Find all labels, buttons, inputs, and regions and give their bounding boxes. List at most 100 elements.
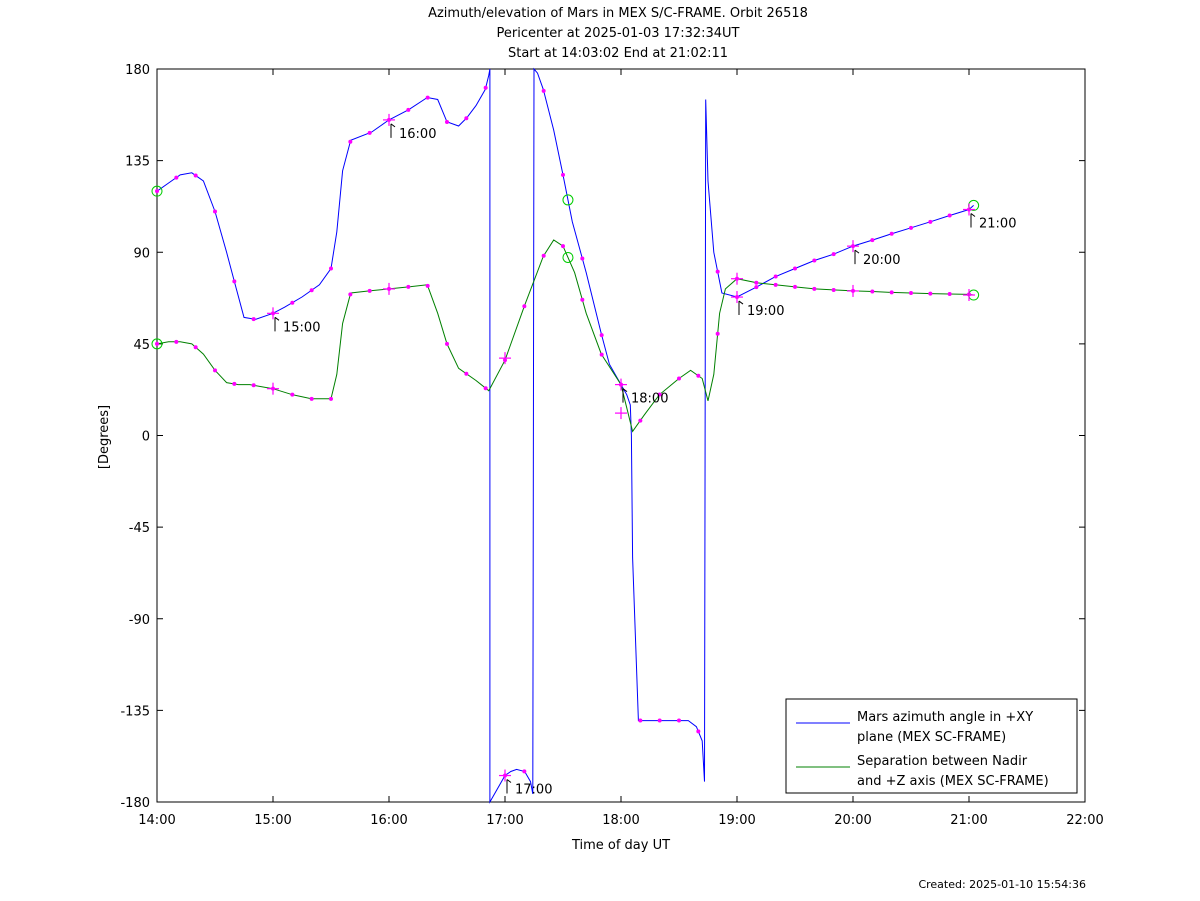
hour-annotation-label: 20:00 [863, 253, 900, 268]
sample-dot-azimuth [251, 317, 256, 322]
chart-title: Azimuth/elevation of Mars in MEX S/C-FRA… [428, 6, 808, 21]
sample-dot-separation [213, 368, 217, 373]
sample-dot-azimuth [754, 285, 759, 290]
sample-dot-azimuth [445, 119, 449, 124]
legend-label-azimuth-line2: plane (MEX SC-FRAME) [857, 730, 1006, 745]
sample-dot-azimuth [367, 130, 372, 135]
sample-dot-separation [367, 288, 372, 293]
legend-box [785, 698, 1078, 794]
created-timestamp: Created: 2025-01-10 15:54:36 [918, 878, 1086, 891]
sample-dot-separation [754, 280, 759, 285]
axis-ticks: 14:00 15:00 16:00 17:00 18:00 19:00 20:00 21:00… [120, 63, 1103, 828]
sample-dot-azimuth [425, 95, 430, 100]
chart-subtitle-pericenter: Pericenter at 2025-01-03 17:32:34UT [496, 26, 739, 41]
y-tick-label: -180 [120, 796, 150, 811]
sample-dot-separation [677, 376, 681, 381]
x-tick-label: 21:00 [950, 813, 987, 828]
sample-dot-separation [561, 244, 565, 249]
x-tick-label: 15:00 [254, 813, 291, 828]
sample-dot-azimuth [290, 300, 295, 305]
sample-dot-azimuth [232, 279, 237, 284]
sample-dot-azimuth [696, 729, 701, 734]
legend-label-separation-line2: and +Z axis (MEX SC-FRAME) [857, 774, 1049, 789]
hour-annotation-label: 17:00 [515, 783, 552, 798]
y-axis-label: [Degrees] [97, 405, 112, 469]
series-line-azimuth [156, 67, 974, 804]
sample-dot-azimuth [213, 209, 217, 214]
sample-dot-separation [696, 373, 701, 378]
sample-dot-separation [657, 392, 662, 397]
sample-dot-azimuth [831, 252, 836, 257]
hour-annotation-pointer [854, 249, 860, 254]
sample-dot-separation [793, 284, 797, 289]
hour-annotation-pointer [970, 213, 976, 217]
sample-dot-azimuth [580, 256, 585, 261]
sample-dot-separation [251, 383, 256, 388]
sample-dot-separation [445, 341, 449, 346]
series-layer [156, 67, 974, 804]
pericenter-circle-azimuth [562, 194, 574, 206]
sample-dot-separation [773, 282, 778, 287]
sample-dot-azimuth [715, 269, 720, 274]
sample-dot-azimuth [889, 231, 894, 236]
x-axis-label: Time of day UT [571, 838, 670, 853]
sample-dot-separation [464, 371, 469, 376]
sample-dot-separation [812, 286, 817, 291]
sample-dot-azimuth [812, 258, 817, 263]
sample-dot-separation [290, 392, 295, 397]
sample-dot-separation [309, 396, 314, 401]
x-tick-label: 16:00 [370, 813, 407, 828]
sample-dot-azimuth [309, 288, 314, 293]
sample-dot-azimuth [773, 274, 778, 279]
sample-dot-azimuth [909, 225, 913, 230]
hour-annotation-pointer [506, 779, 512, 783]
legend: Mars azimuth angle in +XY plane (MEX SC-… [785, 698, 1078, 794]
start-circle-azimuth [151, 185, 163, 197]
legend-label-azimuth-line1: Mars azimuth angle in +XY [857, 710, 1033, 725]
hour-annotation-label: 15:00 [283, 320, 320, 335]
marker-layer: 15:00 16:00 17:00 18:00 19:00 20:00 21:00 [151, 85, 1016, 798]
sample-dot-azimuth [947, 213, 952, 218]
x-tick-label: 22:00 [1066, 813, 1103, 828]
sample-dot-azimuth [464, 116, 469, 121]
sample-dot-azimuth [174, 175, 179, 180]
sample-dot-separation [329, 396, 333, 401]
y-tick-label: -45 [129, 521, 150, 536]
sample-dot-separation [580, 297, 585, 302]
sample-dot-separation [831, 287, 836, 292]
sample-dot-separation [928, 291, 933, 296]
sample-dot-azimuth [522, 769, 527, 774]
sample-dot-separation [425, 283, 430, 288]
hour-annotation-pointer [622, 388, 628, 392]
x-tick-label: 14:00 [138, 813, 175, 828]
sample-dot-separation [870, 289, 875, 294]
sample-dot-azimuth [638, 718, 643, 723]
y-tick-label: 90 [133, 246, 150, 261]
sample-dot-separation [348, 292, 353, 297]
sample-dot-azimuth [193, 173, 198, 178]
y-tick-label: 0 [142, 430, 150, 445]
sample-dot-separation [715, 331, 720, 336]
sample-dot-azimuth [483, 85, 488, 90]
sample-dot-separation [193, 345, 198, 350]
sample-dot-separation [522, 304, 527, 309]
start-circle-separation [151, 338, 163, 350]
sample-dot-azimuth [793, 266, 797, 271]
x-tick-label: 17:00 [486, 813, 523, 828]
sample-dot-separation [483, 386, 488, 391]
x-tick-label: 19:00 [718, 813, 755, 828]
sample-dot-separation [541, 253, 546, 258]
sample-dot-separation [155, 341, 159, 346]
sample-dot-azimuth [657, 718, 662, 723]
sample-dot-separation [174, 339, 179, 344]
sample-dot-azimuth [677, 718, 681, 723]
hour-annotation-label: 21:00 [979, 216, 1016, 231]
pericenter-circle-separation [562, 251, 574, 263]
y-tick-label: -135 [120, 704, 150, 719]
sample-dot-azimuth [348, 139, 353, 144]
sample-dot-azimuth [329, 266, 333, 271]
x-tick-label: 20:00 [834, 813, 871, 828]
hour-annotation-label: 19:00 [747, 304, 784, 319]
y-tick-label: 45 [133, 338, 150, 353]
legend-label-separation-line1: Separation between Nadir [857, 754, 1028, 769]
